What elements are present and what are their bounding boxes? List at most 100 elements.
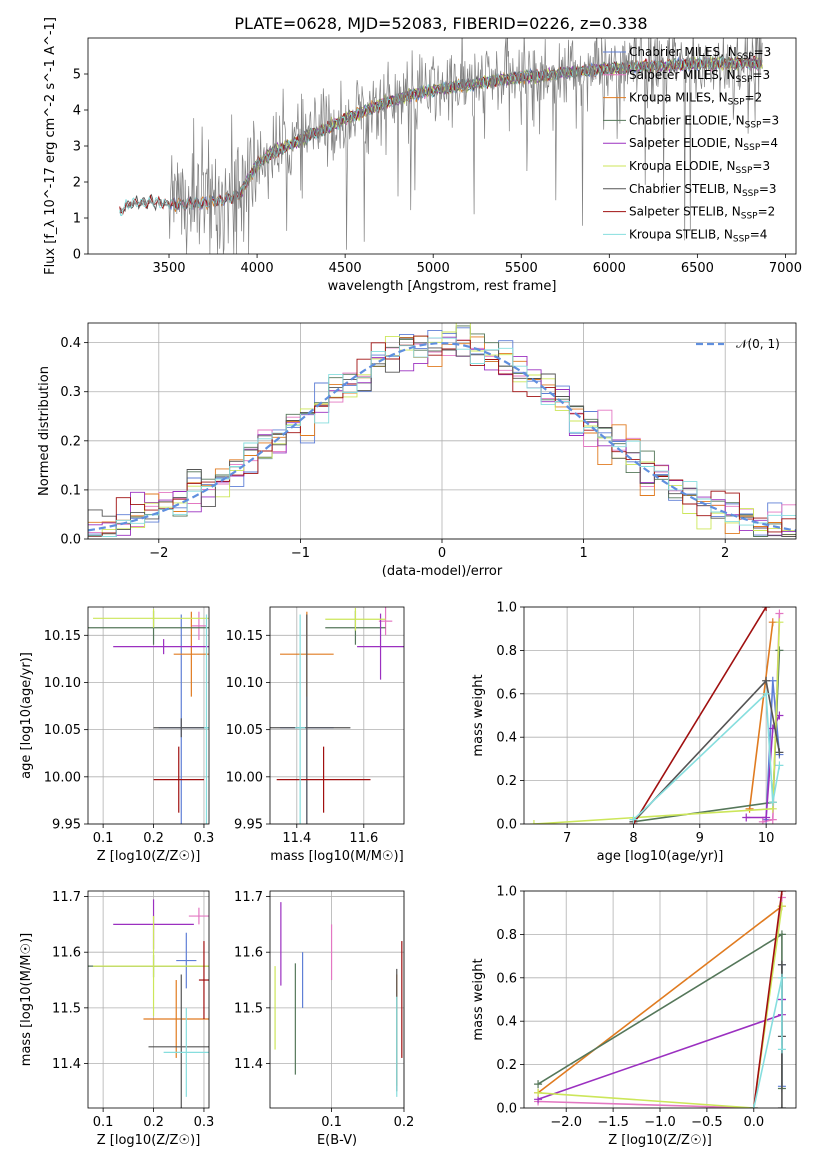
x-tick-label: 0.3 xyxy=(194,831,215,846)
y-tick-label: 11.4 xyxy=(234,1057,263,1072)
legend-label-tail: =3 xyxy=(754,45,772,59)
x-tick-label: 0.2 xyxy=(143,831,164,846)
axes-frame xyxy=(523,606,797,825)
y-tick-label: 0.2 xyxy=(60,434,81,449)
legend-label-tail: =3 xyxy=(761,113,779,127)
y-tick-label: 10.15 xyxy=(44,629,81,644)
x-tick-label: 9 xyxy=(696,831,704,846)
y-tick-label: 10.05 xyxy=(226,723,263,738)
y-tick-label: 11.7 xyxy=(52,890,81,905)
legend-label-main: Chabrier ELODIE, N xyxy=(629,113,745,127)
plus-marker xyxy=(749,1104,758,1108)
x-tick-label: 8 xyxy=(629,831,637,846)
x-tick-label: 0.0 xyxy=(743,1115,764,1130)
x-tick-label: 0.3 xyxy=(194,1115,215,1130)
legend-label-sub: SSP xyxy=(733,234,750,244)
legend-label-main: Kroupa ELODIE, N xyxy=(629,159,736,173)
residual-histogram xyxy=(88,335,796,539)
legend-label-sub: SSP xyxy=(743,143,760,153)
x-tick-label: −1.0 xyxy=(644,1115,676,1130)
legend-label-tail: =2 xyxy=(758,205,776,219)
panel-massweight_vs_Z: −2.0 −1.5 −1.0 −0.5 0.0 0.0 0.2 0.4 0.6 0.8 1.0 Z [… xyxy=(471,885,797,1148)
gaussian-curve xyxy=(88,342,796,532)
plus-marker xyxy=(775,618,784,627)
y-tick-label: 5 xyxy=(73,68,81,83)
legend-label: Salpeter ELODIE, NSSP=4 xyxy=(629,136,778,153)
y-tick-label: 11.6 xyxy=(52,946,81,961)
legend-label-sub: SSP xyxy=(736,75,753,85)
mass-weight-line xyxy=(748,622,774,809)
y-tick-label: 10.10 xyxy=(226,676,263,691)
legend-label: Kroupa STELIB, NSSP=4 xyxy=(629,227,767,244)
plus-marker xyxy=(777,930,786,939)
legend-label-sub: SSP xyxy=(741,212,758,222)
x-tick-label: 6000 xyxy=(593,261,626,276)
x-tick-label: 11.6 xyxy=(349,831,378,846)
y-tick-label: 1 xyxy=(73,212,81,227)
y-tick-label: 0.8 xyxy=(496,928,517,943)
x-tick-label: 0.2 xyxy=(394,1115,415,1130)
y-tick-label: 10.00 xyxy=(44,770,81,785)
y-axis-label: mass [log10(M/M☉)] xyxy=(19,933,34,1066)
legend-label-tail: =4 xyxy=(750,227,768,241)
legend-label: Kroupa MILES, NSSP=2 xyxy=(629,91,762,108)
legend-label-sub: SSP xyxy=(745,120,762,130)
legend-label: Chabrier ELODIE, NSSP=3 xyxy=(629,113,779,130)
y-tick-label: 0.4 xyxy=(60,336,81,351)
plus-marker xyxy=(775,609,784,618)
legend-label-main: Salpeter STELIB, N xyxy=(629,205,741,219)
x-axis-label: E(B-V) xyxy=(317,1133,357,1148)
x-tick-label: 11.4 xyxy=(282,831,311,846)
legend-label-sub: SSP xyxy=(736,166,753,176)
plus-marker xyxy=(768,798,777,807)
legend-label-tail: =3 xyxy=(752,159,770,173)
y-axis-label: mass weight xyxy=(471,958,486,1040)
plot-area xyxy=(88,608,209,824)
legend-label-sub: SSP xyxy=(737,52,754,62)
x-axis-label: mass [log10(M/M☉)] xyxy=(270,849,403,864)
panel-age_vs_Z: 0.1 0.2 0.3 9.95 10.00 10.05 10.10 10.15 Z [log1… xyxy=(19,606,215,864)
legend-label-main: Chabrier STELIB, N xyxy=(629,182,742,196)
y-tick-label: 0.0 xyxy=(496,1102,517,1117)
axes-frame xyxy=(269,890,405,1109)
legend-label-tail: =2 xyxy=(745,91,763,105)
plus-marker xyxy=(762,813,771,822)
legend-label-tail: =3 xyxy=(759,182,777,196)
y-tick-label: 10.10 xyxy=(44,676,81,691)
x-tick-label: 2 xyxy=(721,546,729,561)
panel-spectrum: 3500 4000 4500 5000 5500 6000 6500 7000 0 1 2 3 4 5 wa… xyxy=(43,17,802,294)
axes-frame xyxy=(87,37,797,255)
legend-label-tail: =4 xyxy=(760,136,778,150)
mass-weight-line xyxy=(753,891,783,1108)
legend-label-main: Chabrier MILES, N xyxy=(629,45,737,59)
plus-marker xyxy=(762,676,771,685)
plus-marker xyxy=(777,1104,786,1108)
x-tick-label: 4000 xyxy=(241,261,274,276)
y-tick-label: 1.0 xyxy=(496,885,517,900)
axes-frame xyxy=(87,890,210,1109)
x-axis-label: Z [log10(Z/Z☉)] xyxy=(608,1133,712,1148)
axes-frame xyxy=(269,606,405,825)
legend-label: Salpeter STELIB, NSSP=2 xyxy=(629,205,775,222)
y-tick-label: 10.05 xyxy=(44,723,81,738)
plus-marker xyxy=(777,1045,786,1054)
legend-label: Salpeter MILES, NSSP=3 xyxy=(629,68,770,85)
x-tick-label: 3500 xyxy=(152,261,185,276)
y-tick-label: 0.8 xyxy=(496,644,517,659)
plus-marker xyxy=(777,891,786,895)
x-tick-label: 5500 xyxy=(505,261,538,276)
y-tick-label: 0.2 xyxy=(496,774,517,789)
plot-area xyxy=(274,902,403,1097)
legend-label-main: Kroupa MILES, N xyxy=(629,91,728,105)
y-axis-label: Flux [f_λ 10^-17 erg cm^-2 s^-1 A^-1] xyxy=(43,17,58,275)
legend-label-main: Salpeter MILES, N xyxy=(629,68,736,82)
plus-marker xyxy=(534,1088,543,1097)
y-tick-label: 11.7 xyxy=(234,890,263,905)
y-tick-label: 0.6 xyxy=(496,687,517,702)
y-tick-label: 11.4 xyxy=(52,1057,81,1072)
charts-container: 3500 4000 4500 5000 5500 6000 6500 7000 0 1 2 3 4 5 wa… xyxy=(19,17,802,1148)
x-axis-label: Z [log10(Z/Z☉)] xyxy=(97,1133,201,1148)
y-tick-label: 3 xyxy=(73,140,81,155)
